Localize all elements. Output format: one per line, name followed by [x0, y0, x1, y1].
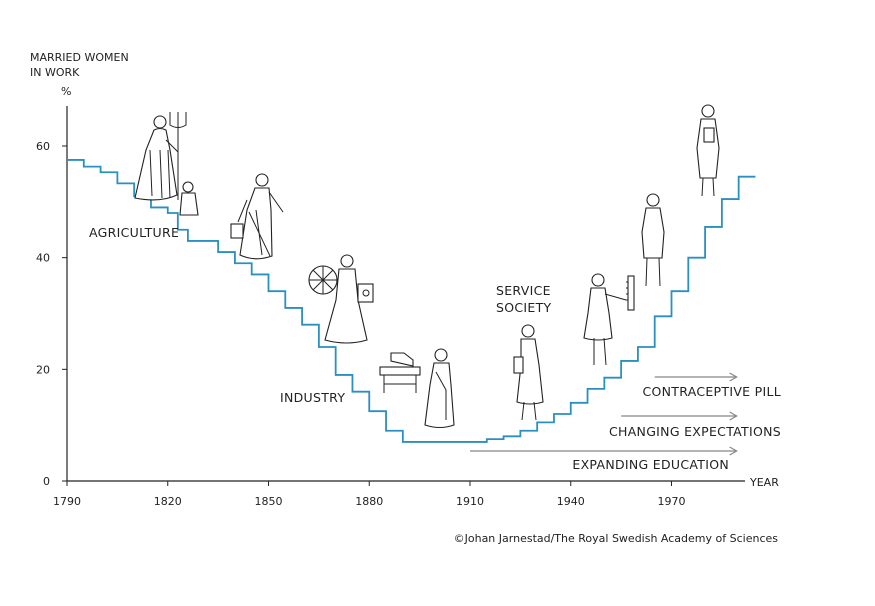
annotation-pill: CONTRACEPTIVE PILL	[642, 384, 781, 399]
child-icon	[179, 181, 199, 216]
y-tick-label: 40	[36, 252, 50, 265]
annotation-agriculture: AGRICULTURE	[89, 225, 179, 240]
arrow-expectations	[621, 411, 738, 421]
factor-arrows	[470, 372, 738, 456]
annotation-service-line2: SOCIETY	[496, 300, 552, 315]
annotation-industry: INDUSTRY	[280, 390, 345, 405]
service-woman-icon	[513, 324, 544, 421]
annotation-service-line1: SERVICE	[496, 283, 551, 298]
annotation-expectations: CHANGING EXPECTATIONS	[609, 424, 781, 439]
y-tick-label: 20	[36, 363, 50, 376]
arrow-pill	[654, 372, 738, 382]
x-tick-label: 1790	[53, 495, 81, 508]
x-tick-label: 1970	[658, 495, 686, 508]
x-tick-label: 1910	[456, 495, 484, 508]
y-tick-label: 60	[36, 140, 50, 153]
factory-woman-icon	[424, 348, 455, 429]
y-axis-unit: %	[61, 85, 71, 98]
woman-at-board-icon	[583, 273, 635, 366]
woman-at-spinning-wheel-icon	[308, 254, 374, 344]
woman-with-pitchfork-icon	[134, 112, 187, 201]
woman-carrying-bucket-icon	[230, 173, 284, 260]
sewing-machine-icon	[379, 352, 421, 393]
y-tick-label: 0	[43, 475, 50, 488]
x-tick-label: 1880	[355, 495, 383, 508]
arrow-education	[470, 446, 738, 456]
x-tick-label: 1820	[154, 495, 182, 508]
series-line	[67, 159, 756, 443]
annotation-education: EXPANDING EDUCATION	[572, 457, 729, 472]
office-woman-icon	[641, 193, 665, 287]
credit-text: ©Johan Jarnestad/The Royal Swedish Acade…	[454, 532, 779, 545]
y-axis-label-line2: IN WORK	[30, 66, 80, 79]
x-tick-label: 1940	[557, 495, 585, 508]
professional-woman-icon	[696, 104, 720, 197]
y-axis-label-line1: MARRIED WOMEN	[30, 51, 129, 64]
x-tick-label: 1850	[255, 495, 283, 508]
x-axis-label: YEAR	[749, 476, 779, 489]
